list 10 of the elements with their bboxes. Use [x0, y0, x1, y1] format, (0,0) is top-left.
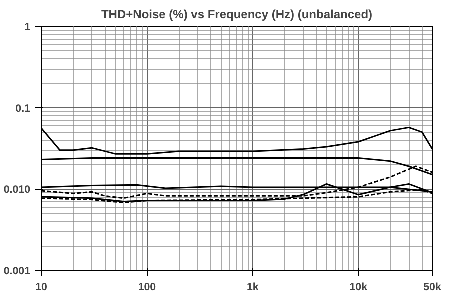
x-tick-label: 100	[138, 282, 156, 294]
x-tick-label: 1k	[246, 282, 259, 294]
y-tick-label: 0.010	[4, 184, 31, 196]
chart-title: THD+Noise (%) vs Frequency (Hz) (unbalanced)	[101, 8, 373, 22]
x-tick-label: 10	[36, 282, 48, 294]
x-tick-label: 50k	[424, 282, 442, 294]
y-tick-label: 0.001	[4, 266, 31, 278]
y-tick-label: 0.1	[16, 102, 31, 115]
x-tick-label: 10k	[350, 282, 368, 294]
y-tick-label: 1	[24, 22, 31, 34]
